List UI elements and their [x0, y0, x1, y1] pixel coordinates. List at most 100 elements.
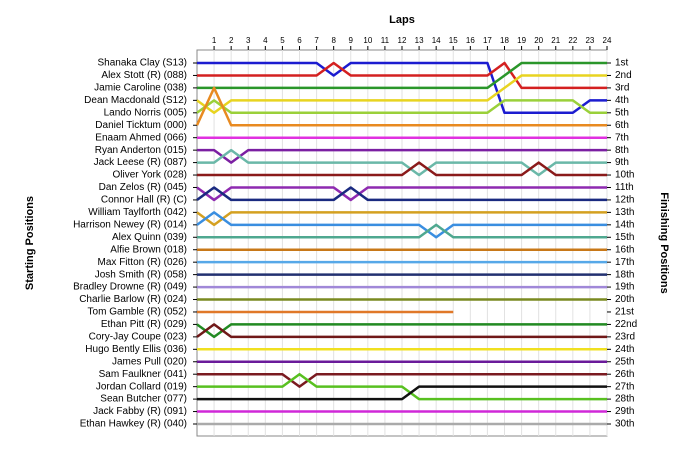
y-axis-title: Starting Positions — [24, 196, 36, 290]
y2-tick-label: 28th — [615, 394, 634, 405]
y2-tick-label: 29th — [615, 406, 634, 417]
series-line — [197, 161, 607, 177]
y2-tick-label: 26th — [615, 369, 634, 380]
y2-tick-label: 15th — [615, 232, 634, 243]
series-label: Oliver York (028) — [113, 170, 187, 181]
series-label: Sam Faulkner (041) — [99, 369, 187, 380]
y2-tick-label: 18th — [615, 269, 634, 280]
series-line — [195, 86, 607, 127]
series-label: Cory-Jay Coupe (023) — [89, 332, 187, 343]
x-tick-label: 10 — [363, 36, 372, 45]
y2-tick-label: 8th — [615, 145, 629, 156]
series-label: Ethan Pitt (R) (029) — [101, 319, 187, 330]
y2-tick-label: 1st — [615, 58, 629, 69]
series-label: Josh Smith (R) (058) — [95, 269, 187, 280]
series-line — [197, 372, 607, 401]
series-line — [197, 223, 607, 239]
series-label: Bradley Drowne (R) (049) — [73, 282, 187, 293]
y2-tick-label: 25th — [615, 356, 634, 367]
y2-tick-label: 20th — [615, 294, 634, 305]
y2-tick-label: 11th — [615, 182, 634, 193]
series-label: Tom Gamble (R) (052) — [88, 307, 187, 318]
x-tick-label: 14 — [432, 36, 441, 45]
x-tick-label: 24 — [603, 36, 612, 45]
y2-tick-label: 30th — [615, 419, 634, 430]
y2-tick-label: 14th — [615, 219, 634, 230]
series-label: James Pull (020) — [112, 356, 187, 367]
y2-tick-label: 6th — [615, 120, 629, 131]
series-line — [196, 323, 607, 339]
series-label: Jordan Collard (019) — [96, 381, 187, 392]
series-label: Harrison Newey (R) (014) — [73, 219, 187, 230]
series-label: Lando Norris (005) — [104, 107, 187, 118]
series-label: Dan Zelos (R) (045) — [99, 182, 187, 193]
series-line — [197, 385, 607, 401]
series-label: Connor Hall (R) (C) — [101, 195, 187, 206]
chart-title: Laps — [389, 14, 415, 26]
x-tick-label: 15 — [449, 36, 458, 45]
series-line — [196, 186, 607, 202]
y2-tick-label: 22nd — [615, 319, 637, 330]
x-tick-label: 5 — [280, 36, 285, 45]
series-line — [197, 148, 607, 164]
y2-tick-label: 24th — [615, 344, 634, 355]
x-tick-label: 16 — [466, 36, 475, 45]
series-line — [197, 61, 607, 90]
x-tick-label: 20 — [534, 36, 543, 45]
x-tick-label: 23 — [585, 36, 594, 45]
series-line — [196, 99, 607, 115]
y2-axis-title: Finishing Positions — [658, 192, 670, 293]
series-label: Ethan Hawkey (R) (040) — [80, 419, 187, 430]
x-tick-label: 2 — [229, 36, 234, 45]
series-label: Daniel Ticktum (000) — [95, 120, 187, 131]
x-tick-label: 8 — [331, 36, 336, 45]
series-line — [197, 61, 607, 90]
x-tick-label: 17 — [483, 36, 492, 45]
series-label: Alfie Brown (018) — [110, 244, 187, 255]
y2-tick-label: 4th — [615, 95, 629, 106]
y2-tick-label: 5th — [615, 107, 629, 118]
series-line — [196, 211, 607, 239]
series-label: Jamie Caroline (038) — [94, 83, 187, 94]
x-tick-label: 3 — [246, 36, 251, 45]
x-tick-label: 11 — [381, 36, 390, 45]
x-tick-label: 4 — [263, 36, 268, 45]
y2-tick-label: 12th — [615, 195, 634, 206]
y2-tick-label: 27th — [615, 381, 634, 392]
y2-tick-label: 3rd — [615, 83, 629, 94]
series-line — [197, 148, 607, 177]
series-label: Max Fitton (R) (026) — [98, 257, 187, 268]
y2-tick-label: 13th — [615, 207, 634, 218]
series-label: Sean Butcher (077) — [100, 394, 187, 405]
y2-tick-label: 16th — [615, 244, 634, 255]
x-tick-label: 9 — [349, 36, 354, 45]
y2-tick-label: 23rd — [615, 332, 635, 343]
series-label: Hugo Bently Ellis (036) — [85, 344, 187, 355]
y2-tick-label: 21st — [615, 307, 634, 318]
x-tick-label: 19 — [517, 36, 526, 45]
x-tick-label: 21 — [551, 36, 560, 45]
y2-tick-label: 9th — [615, 157, 629, 168]
series-line — [196, 74, 607, 115]
series-label: Dean Macdonald (S12) — [84, 95, 187, 106]
series-label: Enaam Ahmed (066) — [95, 132, 187, 143]
series-label: Shanaka Clay (S13) — [98, 58, 188, 69]
x-tick-label: 18 — [500, 36, 509, 45]
x-tick-label: 22 — [568, 36, 577, 45]
series-label: Alex Quinn (039) — [112, 232, 187, 243]
y2-tick-label: 19th — [615, 282, 634, 293]
series-label: William Taylforth (042) — [88, 207, 187, 218]
series-line — [196, 186, 607, 202]
x-tick-label: 1 — [212, 36, 217, 45]
x-tick-label: 7 — [314, 36, 319, 45]
y2-tick-label: 2nd — [615, 70, 632, 81]
y2-tick-label: 17th — [615, 257, 634, 268]
x-tick-label: 6 — [297, 36, 302, 45]
series-label: Jack Leese (R) (087) — [94, 157, 187, 168]
series-line — [197, 61, 607, 115]
series-label: Charlie Barlow (R) (024) — [79, 294, 187, 305]
series-line — [196, 211, 607, 227]
x-tick-label: 12 — [398, 36, 407, 45]
series-label: Alex Stott (R) (088) — [101, 70, 187, 81]
